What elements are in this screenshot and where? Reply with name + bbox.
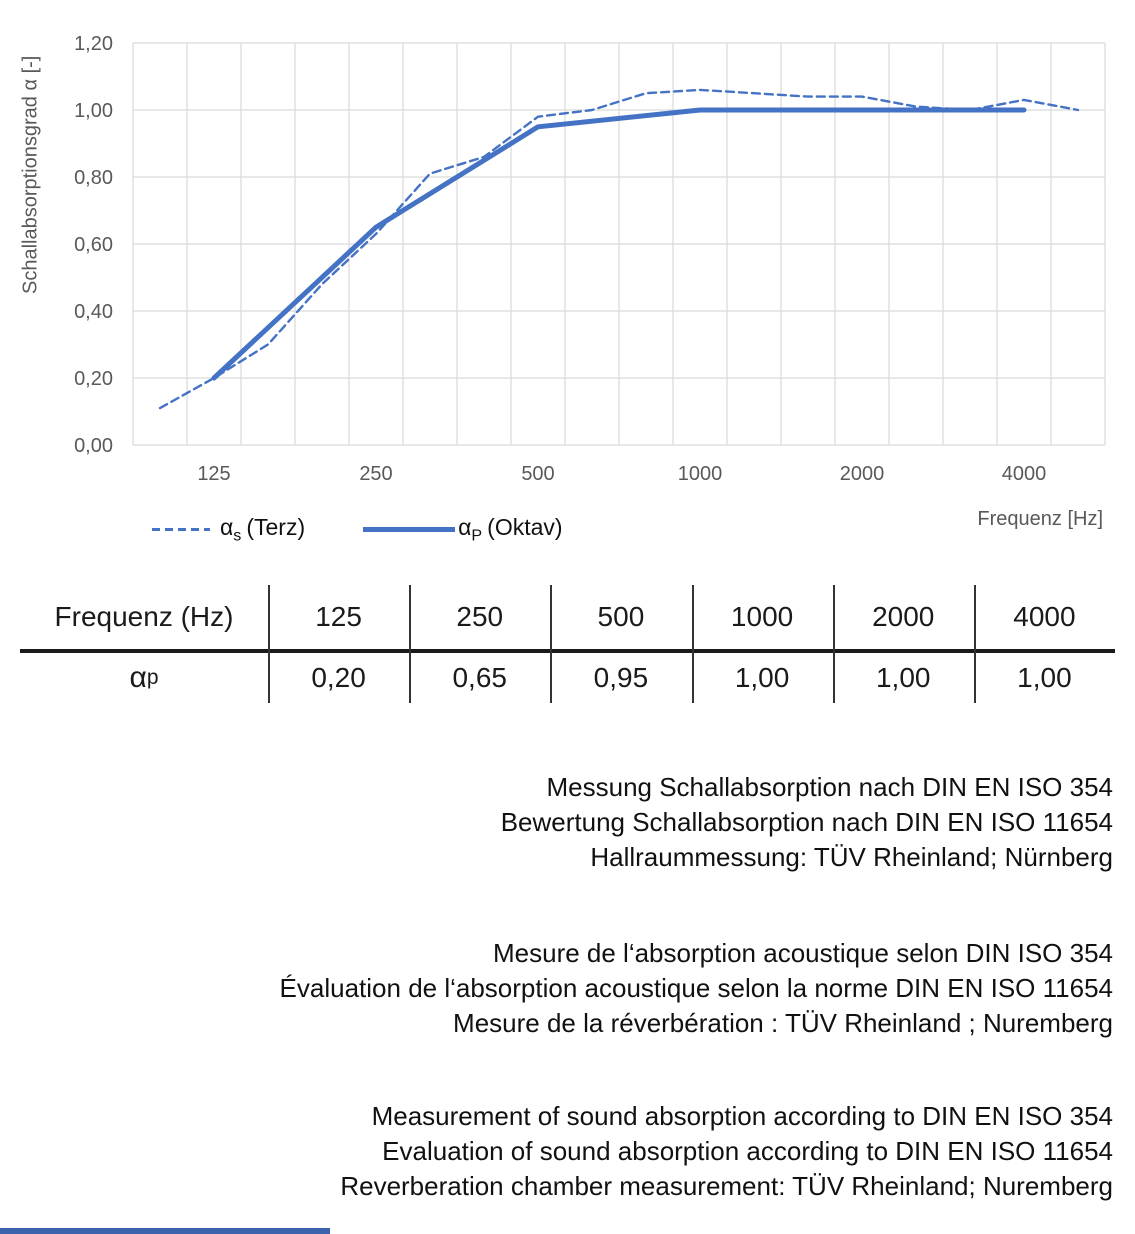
notes-french: Mesure de l‘absorption acoustique selon …: [63, 936, 1113, 1041]
note-line: Evaluation of sound absorption according…: [382, 1136, 1113, 1166]
legend-item-terz: αs (Terz): [152, 514, 305, 546]
svg-text:1000: 1000: [678, 463, 723, 485]
alpha-value-cell: 1,00: [1017, 662, 1072, 693]
freq-header-cell: 250: [456, 601, 504, 632]
oktav-line: [211, 107, 1027, 381]
alpha-value-cell: 0,65: [452, 662, 507, 693]
freq-header-cell: 500: [597, 601, 645, 632]
svg-text:0,80: 0,80: [74, 167, 113, 189]
freq-header-cell: 125: [315, 601, 362, 632]
table-column-line: [833, 585, 835, 703]
chart-legend: αs (Terz) αP (Oktav): [152, 514, 563, 546]
note-line: Évaluation de l‘absorption acoustique se…: [279, 973, 1113, 1003]
legend-label-oktav: αP (Oktav): [458, 514, 563, 545]
note-line: Mesure de la réverbération : TÜV Rheinla…: [453, 1008, 1113, 1038]
gridlines: [132, 42, 1106, 446]
svg-text:1,20: 1,20: [74, 33, 113, 55]
freq-header-cell: 4000: [1013, 601, 1076, 632]
table-header-row: Frequenz (Hz) 125 250 500 1000 2000 4000: [20, 585, 1115, 649]
y-axis-title: Schallabsorptionsgrad α [-]: [19, 55, 42, 295]
solid-line-swatch: [363, 527, 456, 533]
note-line: Mesure de l‘absorption acoustique selon …: [492, 938, 1113, 968]
note-line: Bewertung Schallabsorption nach DIN EN I…: [500, 807, 1113, 837]
table-column-line: [268, 585, 270, 703]
table-column-line: [974, 585, 976, 703]
y-tick-labels: 0,00 0,20 0,40 0,60 0,80 1,00 1,20: [74, 33, 113, 457]
alpha-value-cell: 0,95: [593, 662, 649, 693]
svg-text:125: 125: [197, 463, 230, 485]
note-line: Messung Schallabsorption nach DIN EN ISO…: [546, 772, 1113, 802]
dashed-line-swatch: [152, 528, 210, 532]
svg-text:0,20: 0,20: [74, 368, 113, 390]
x-axis-title: Frequenz [Hz]: [977, 508, 1103, 530]
alpha-value-cell: 1,00: [875, 662, 931, 693]
legend-label-terz: αs (Terz): [220, 514, 306, 545]
svg-text:4000: 4000: [1002, 463, 1047, 485]
note-line: Reverberation chamber measurement: TÜV R…: [340, 1171, 1113, 1201]
table-divider-line: [20, 649, 1115, 653]
table-column-line: [692, 585, 694, 703]
svg-text:2000: 2000: [840, 463, 885, 485]
table-column-line: [550, 585, 552, 703]
terz-line: [158, 88, 1080, 410]
note-line: Measurement of sound absorption accordin…: [371, 1101, 1113, 1131]
freq-header-cell: 1000: [730, 601, 794, 632]
legend-item-oktav: αP (Oktav): [363, 514, 563, 546]
frequency-table: Frequenz (Hz) 125 250 500 1000 2000 4000…: [20, 585, 1115, 703]
svg-text:500: 500: [521, 463, 554, 485]
note-line: Hallraummessung: TÜV Rheinland; Nürnberg: [590, 842, 1113, 872]
alpha-value-cell: 1,00: [734, 662, 790, 693]
svg-text:0,60: 0,60: [74, 234, 113, 256]
svg-text:250: 250: [359, 463, 392, 485]
notes-german: Messung Schallabsorption nach DIN EN ISO…: [63, 770, 1113, 875]
svg-text:1,00: 1,00: [74, 100, 113, 122]
svg-text:0,00: 0,00: [74, 435, 113, 457]
svg-text:0,40: 0,40: [74, 301, 113, 323]
freq-header-cell: 2000: [872, 601, 935, 632]
alpha-value-cell: 0,20: [311, 662, 366, 693]
notes-english: Measurement of sound absorption accordin…: [63, 1099, 1113, 1204]
footer-accent-bar: [0, 1228, 330, 1234]
x-tick-labels: 125 250 500 1000 2000 4000: [197, 463, 1046, 485]
table-header-label: Frequenz (Hz): [54, 601, 234, 632]
table-column-line: [409, 585, 411, 703]
absorption-chart: 0,00 0,20 0,40 0,60 0,80 1,00 1,20 125 250 500 100…: [74, 33, 1106, 485]
